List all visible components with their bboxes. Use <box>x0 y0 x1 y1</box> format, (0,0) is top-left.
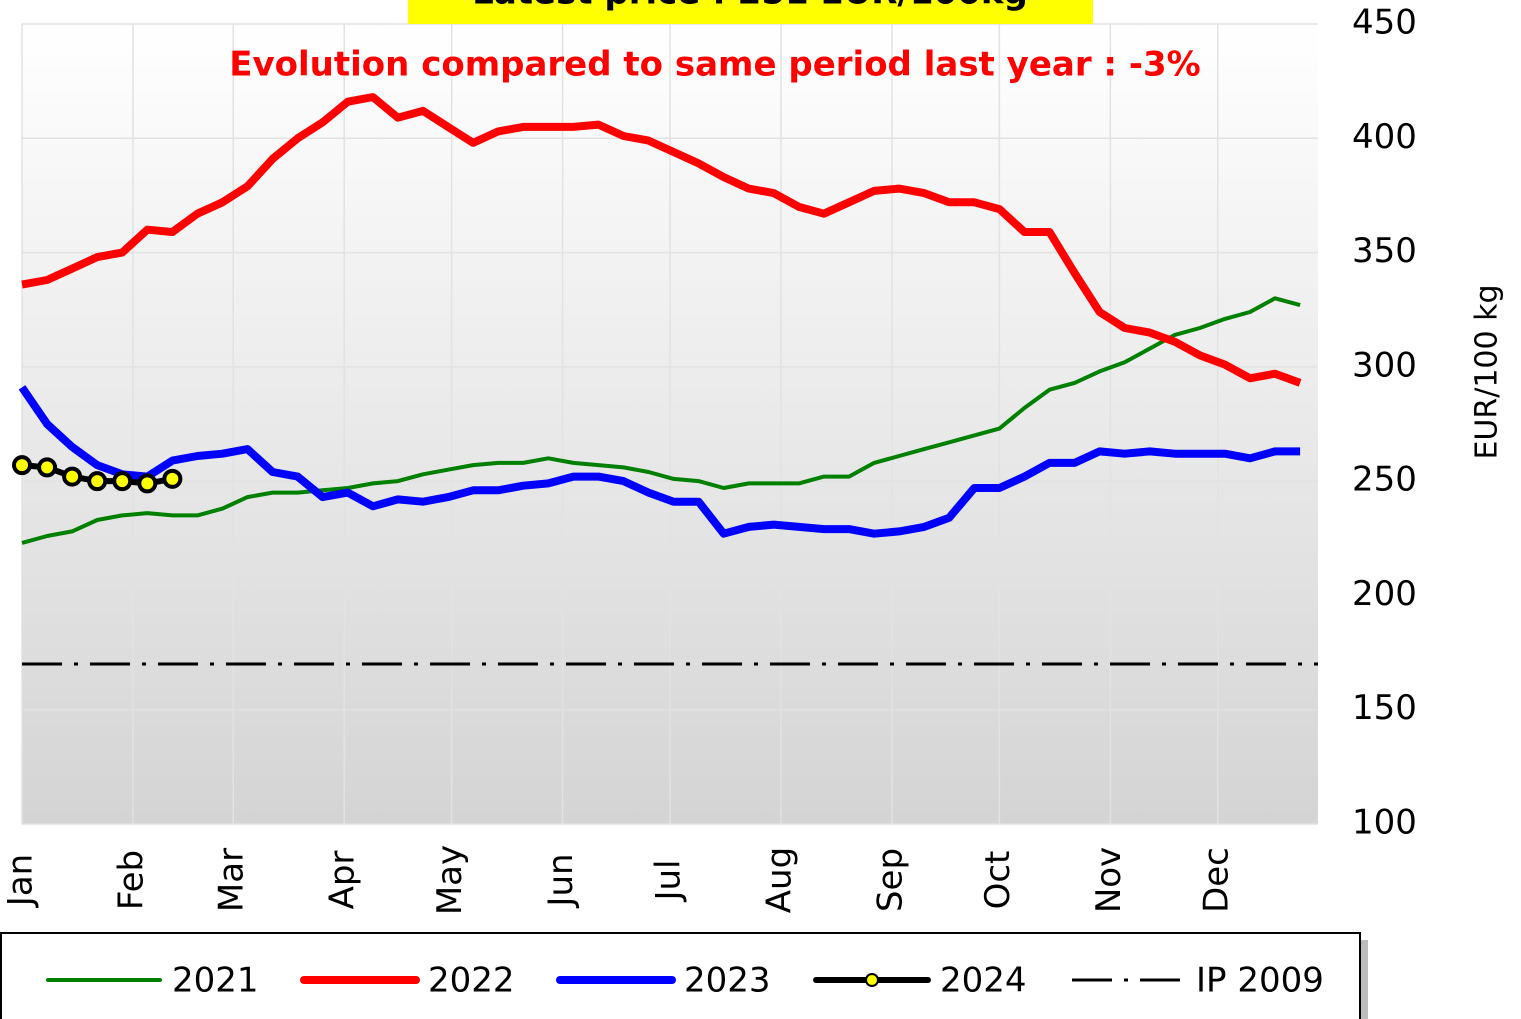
legend-label: 2021 <box>172 961 259 1001</box>
y-tick-label: 200 <box>1352 574 1417 614</box>
data-point <box>62 466 83 487</box>
legend-marker <box>865 973 879 987</box>
y-tick-label: 400 <box>1352 117 1417 157</box>
data-point <box>112 471 133 492</box>
y-tick-label: 100 <box>1352 803 1417 843</box>
series-line <box>21 296 1301 545</box>
x-tick-label: Oct <box>978 851 1018 910</box>
title-box <box>408 0 1093 24</box>
chart-subtitle: Evolution compared to same period last y… <box>229 45 1200 85</box>
x-tick-label: Nov <box>1089 847 1129 913</box>
data-point <box>137 473 158 494</box>
series-line <box>21 93 1302 387</box>
x-tick-label: Dec <box>1196 847 1236 913</box>
x-tick-label: Feb <box>111 850 151 910</box>
data-point <box>87 471 108 492</box>
x-tick-label: Jan <box>1 854 41 908</box>
y-axis-label: EUR/100 kg <box>1470 284 1505 459</box>
x-tick-label: Jul <box>649 859 689 902</box>
data-point <box>162 468 183 489</box>
x-tick-label: Apr <box>323 851 363 910</box>
legend-label: 2022 <box>428 961 515 1001</box>
y-tick-label: 450 <box>1352 3 1417 43</box>
legend-label: 2024 <box>940 961 1027 1001</box>
legend-label: IP 2009 <box>1196 961 1324 1001</box>
data-point <box>37 457 58 478</box>
y-tick-label: 250 <box>1352 460 1417 500</box>
legend-label: 2023 <box>684 961 771 1001</box>
x-tick-label: May <box>430 845 470 915</box>
y-tick-label: 150 <box>1352 688 1417 728</box>
series-line <box>18 385 1301 538</box>
y-tick-label: 300 <box>1352 345 1417 385</box>
x-tick-label: Aug <box>759 847 799 913</box>
legend-box <box>0 932 1361 1019</box>
y-tick-label: 350 <box>1352 231 1417 271</box>
data-point <box>12 455 32 476</box>
x-tick-label: Jun <box>541 853 581 908</box>
x-tick-label: Mar <box>212 848 252 912</box>
x-tick-label: Sep <box>870 848 910 912</box>
